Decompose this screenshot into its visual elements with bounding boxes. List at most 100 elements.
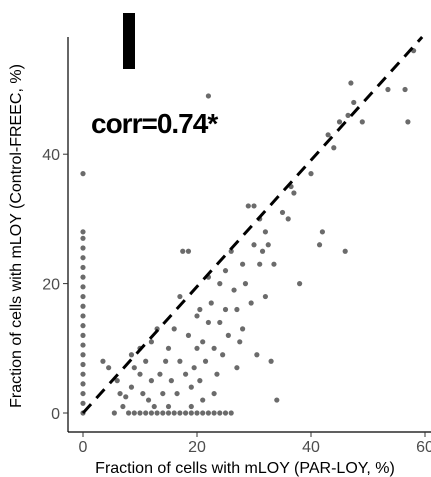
data-point [234,365,240,371]
data-point [345,112,351,118]
data-point [80,255,86,261]
data-point [151,403,157,410]
data-point [240,326,246,332]
data-point [194,345,200,351]
data-point [194,313,200,319]
data-point [242,281,249,287]
y-tick-label: 20 [42,277,60,294]
data-point [160,390,166,397]
data-point [131,410,137,416]
data-point [183,410,189,416]
data-point [160,410,166,416]
data-point [145,397,152,403]
data-point [257,261,263,267]
data-point [222,268,229,274]
data-point [222,306,229,313]
data-point [205,410,211,416]
data-point [80,381,86,387]
data-point [154,410,160,416]
y-ticks: 0 20 40 [42,147,68,423]
data-point [279,209,286,216]
data-point [331,145,337,151]
data-point [80,171,86,177]
x-tick-label: 0 [79,439,88,456]
data-point [168,378,174,384]
data-point [171,326,177,332]
data-point [228,410,234,416]
data-point [214,371,220,377]
data-point [405,119,411,125]
data-point [211,345,217,351]
data-point [351,99,357,106]
data-point [271,261,277,267]
data-point [325,132,331,138]
data-point [157,371,163,377]
data-point [185,248,192,254]
data-point [80,235,86,241]
data-point [316,242,323,248]
data-point [128,352,135,358]
data-point [165,345,172,351]
data-point [251,203,257,209]
data-point [80,293,86,300]
data-point [274,397,280,403]
data-point [200,397,206,403]
data-point [217,281,223,287]
data-point [197,378,203,384]
data-point [205,319,211,326]
data-point [148,339,154,345]
data-point [80,323,86,329]
data-point [205,93,211,99]
data-point [231,287,237,293]
data-point [80,332,86,338]
data-point [188,403,194,410]
data-point [123,394,129,400]
plot-area: 0 20 40 60 0 20 40 corr=0.74* Fraction of cel… [8,13,431,477]
data-point [208,300,214,306]
data-point [268,358,274,364]
data-point [251,242,257,248]
x-tick-label: 40 [302,439,320,456]
data-point [402,86,408,93]
data-point [222,410,229,416]
data-point [143,358,149,364]
data-point [248,300,254,306]
data-point [191,365,197,371]
data-point [80,361,86,368]
data-point [211,390,217,397]
data-point [262,229,268,235]
data-point [259,248,266,254]
data-point [228,248,234,254]
correlation-annotation: corr=0.74* [91,108,218,139]
data-point [200,339,206,345]
data-point [126,410,132,416]
x-axis-title: Fraction of cells with mLOY (PAR-LOY, %) [95,460,395,477]
data-point [240,261,246,267]
data-point [291,190,297,196]
y-tick-label: 40 [42,147,60,164]
data-point [200,410,206,416]
data-point [177,293,183,300]
data-point [80,264,86,271]
data-point [140,390,146,397]
data-point [342,248,348,254]
data-point [148,410,154,416]
data-point [174,390,180,397]
data-point [188,410,194,416]
data-point [165,410,172,416]
data-point [188,384,194,390]
data-point [117,390,123,397]
data-point [148,378,154,384]
data-point [80,352,86,358]
data-point [262,293,268,300]
data-point [80,342,86,348]
data-point [80,284,86,290]
data-point [237,339,243,345]
x-tick-label: 20 [188,439,206,456]
data-point [137,410,143,416]
data-point [80,400,86,406]
data-point [234,306,240,313]
data-point [245,203,251,209]
data-point [80,229,86,235]
